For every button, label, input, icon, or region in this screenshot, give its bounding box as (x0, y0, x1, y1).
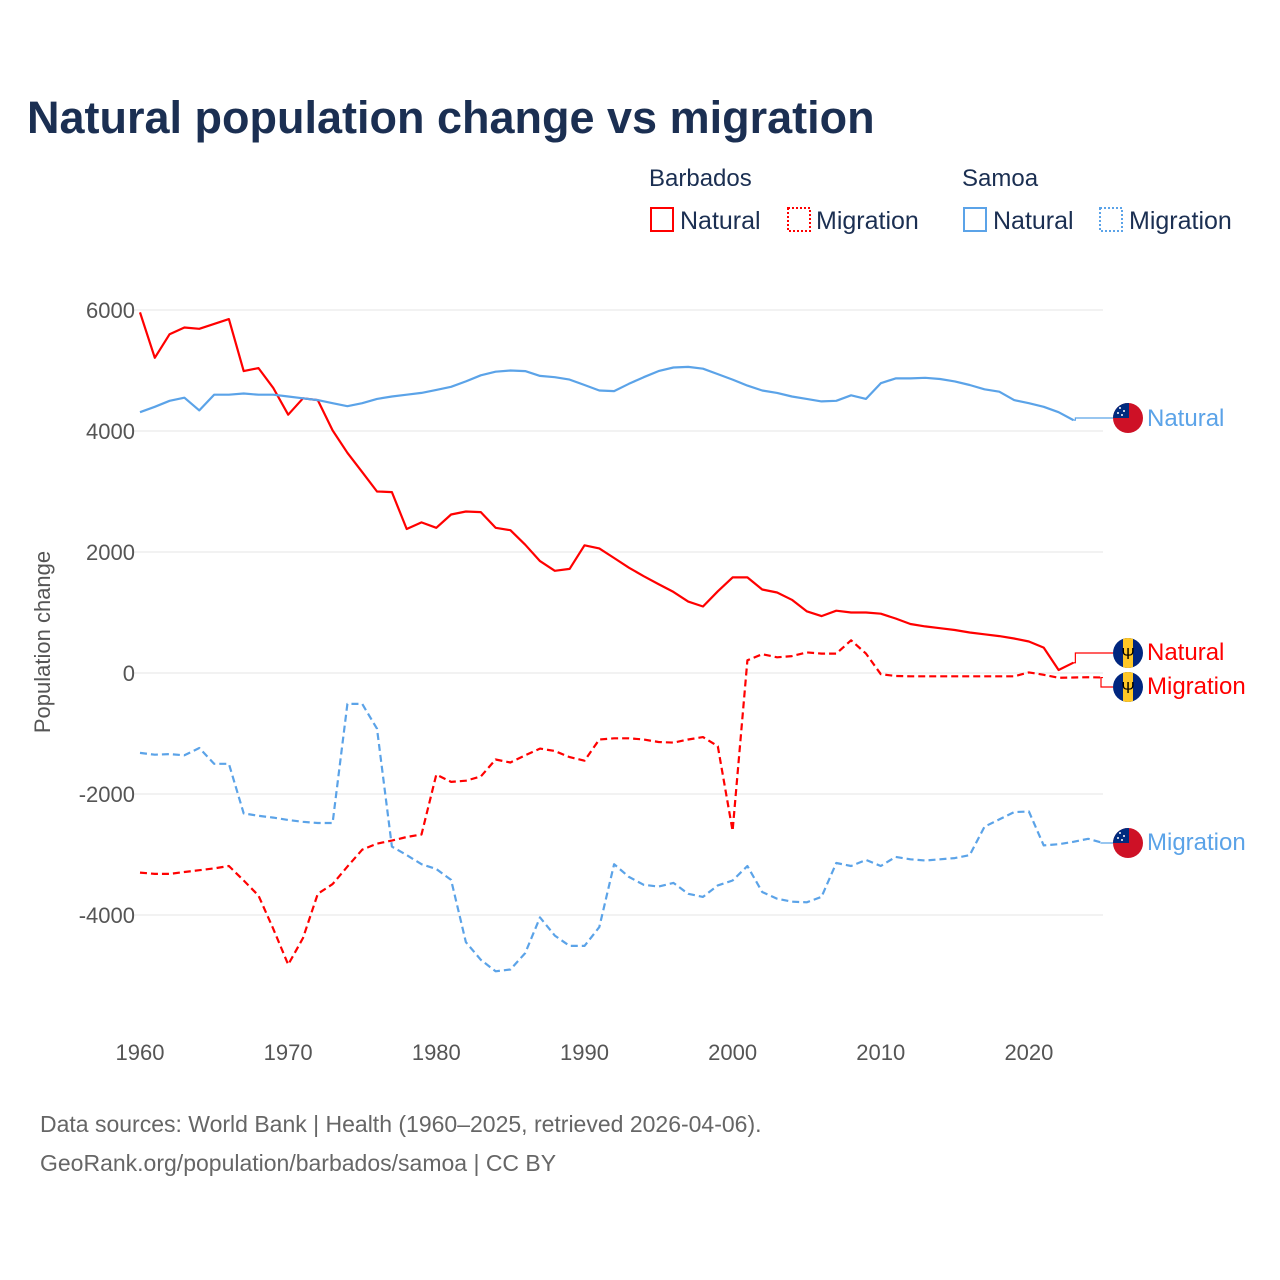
series-lines (138, 312, 1113, 973)
y-tick-label: -4000 (79, 903, 135, 928)
y-axis-label: Population change (30, 551, 55, 733)
y-tick-label: 6000 (86, 298, 135, 323)
x-tick-label: 1980 (412, 1040, 461, 1065)
legend-swatch-barbados-migration (787, 207, 811, 232)
barbados-flag-icon: Ψ (1113, 672, 1143, 702)
series-line-barbados-migration (139, 639, 1104, 966)
x-ticks: 1960 1970 1980 1990 2000 2010 2020 (116, 1040, 1054, 1065)
legend-group-barbados: Barbados (649, 165, 752, 192)
end-label-text: Migration (1147, 673, 1246, 700)
label-connector (1073, 652, 1113, 664)
svg-text:Ψ: Ψ (1121, 680, 1134, 697)
y-tick-label: -2000 (79, 782, 135, 807)
legend-swatch-samoa-natural (963, 207, 987, 232)
series-line-barbados-natural (138, 312, 1074, 672)
x-tick-label: 2010 (856, 1040, 905, 1065)
chart-title: Natural population change vs migration (27, 92, 875, 143)
samoa-flag-icon (1113, 403, 1143, 433)
label-connector (1073, 417, 1113, 421)
series-line-samoa-natural (139, 365, 1074, 422)
end-label-samoa-migration: Migration (1113, 828, 1246, 858)
svg-text:Ψ: Ψ (1121, 646, 1134, 663)
end-label-text: Natural (1147, 405, 1224, 432)
label-connector (1100, 676, 1113, 688)
end-label-samoa-natural: Natural (1113, 403, 1224, 433)
end-label-barbados-migration: Ψ Migration (1113, 672, 1246, 702)
x-tick-label: 1960 (116, 1040, 165, 1065)
y-tick-label: 2000 (86, 540, 135, 565)
end-label-text: Natural (1147, 639, 1224, 666)
gridlines (133, 309, 1103, 916)
legend-item-barbados-natural[interactable]: Natural (680, 207, 761, 235)
y-ticks: 6000 4000 2000 0 -2000 -4000 (79, 298, 135, 928)
x-tick-label: 2020 (1004, 1040, 1053, 1065)
source-line-2[interactable]: GeoRank.org/population/barbados/samoa | … (40, 1150, 556, 1176)
legend-item-barbados-migration[interactable]: Migration (816, 207, 919, 235)
y-tick-label: 4000 (86, 419, 135, 444)
x-tick-label: 1970 (264, 1040, 313, 1065)
legend-swatch-barbados-natural (650, 207, 674, 232)
y-tick-label: 0 (123, 661, 135, 686)
legend-item-samoa-natural[interactable]: Natural (993, 207, 1074, 235)
source-line-1: Data sources: World Bank | Health (1960–… (40, 1111, 762, 1137)
barbados-flag-icon: Ψ (1113, 638, 1143, 668)
legend-swatch-samoa-migration (1099, 207, 1123, 232)
samoa-flag-icon (1113, 828, 1143, 858)
series-line-samoa-migration (139, 702, 1104, 973)
legend-group-samoa: Samoa (962, 165, 1039, 192)
legend: Barbados Natural Migration Samoa Natural… (649, 165, 1232, 235)
end-label-barbados-natural: Ψ Natural (1113, 638, 1224, 668)
x-tick-label: 1990 (560, 1040, 609, 1065)
x-tick-label: 2000 (708, 1040, 757, 1065)
legend-item-samoa-migration[interactable]: Migration (1129, 207, 1232, 235)
end-label-text: Migration (1147, 829, 1246, 856)
